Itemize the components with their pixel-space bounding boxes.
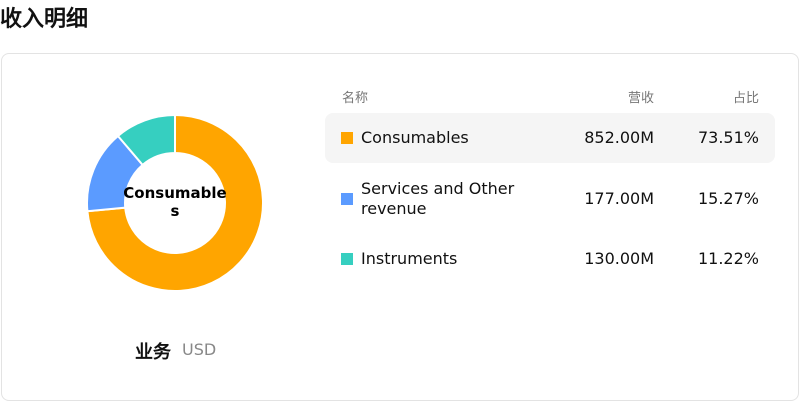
- row-name: Services and Other revenue: [361, 179, 515, 218]
- row-revenue: 130.00M: [584, 249, 654, 268]
- legend-swatch: [341, 193, 353, 205]
- row-revenue: 177.00M: [584, 189, 654, 208]
- row-share: 11.22%: [697, 249, 759, 268]
- row-revenue: 852.00M: [584, 128, 654, 147]
- donut-segment: [86, 113, 264, 292]
- selected-row[interactable]: [325, 113, 775, 163]
- column-header: 名称: [342, 91, 369, 106]
- row-name: Consumables: [361, 128, 469, 147]
- card: [1, 53, 799, 401]
- legend-swatch: [341, 253, 353, 265]
- donut-segment: [116, 113, 176, 167]
- row-share: 73.51%: [697, 128, 759, 147]
- column-header: 营收: [627, 91, 654, 106]
- column-header: 占比: [732, 91, 759, 106]
- legend-swatch: [341, 132, 353, 144]
- row-name: Instruments: [361, 249, 458, 268]
- currency-unit: USD: [182, 340, 217, 359]
- donut-center-label: Consumables: [123, 184, 227, 220]
- page-title: 收入明细: [0, 7, 89, 32]
- segment-label: 业务: [135, 342, 171, 363]
- row-share: 15.27%: [697, 189, 759, 208]
